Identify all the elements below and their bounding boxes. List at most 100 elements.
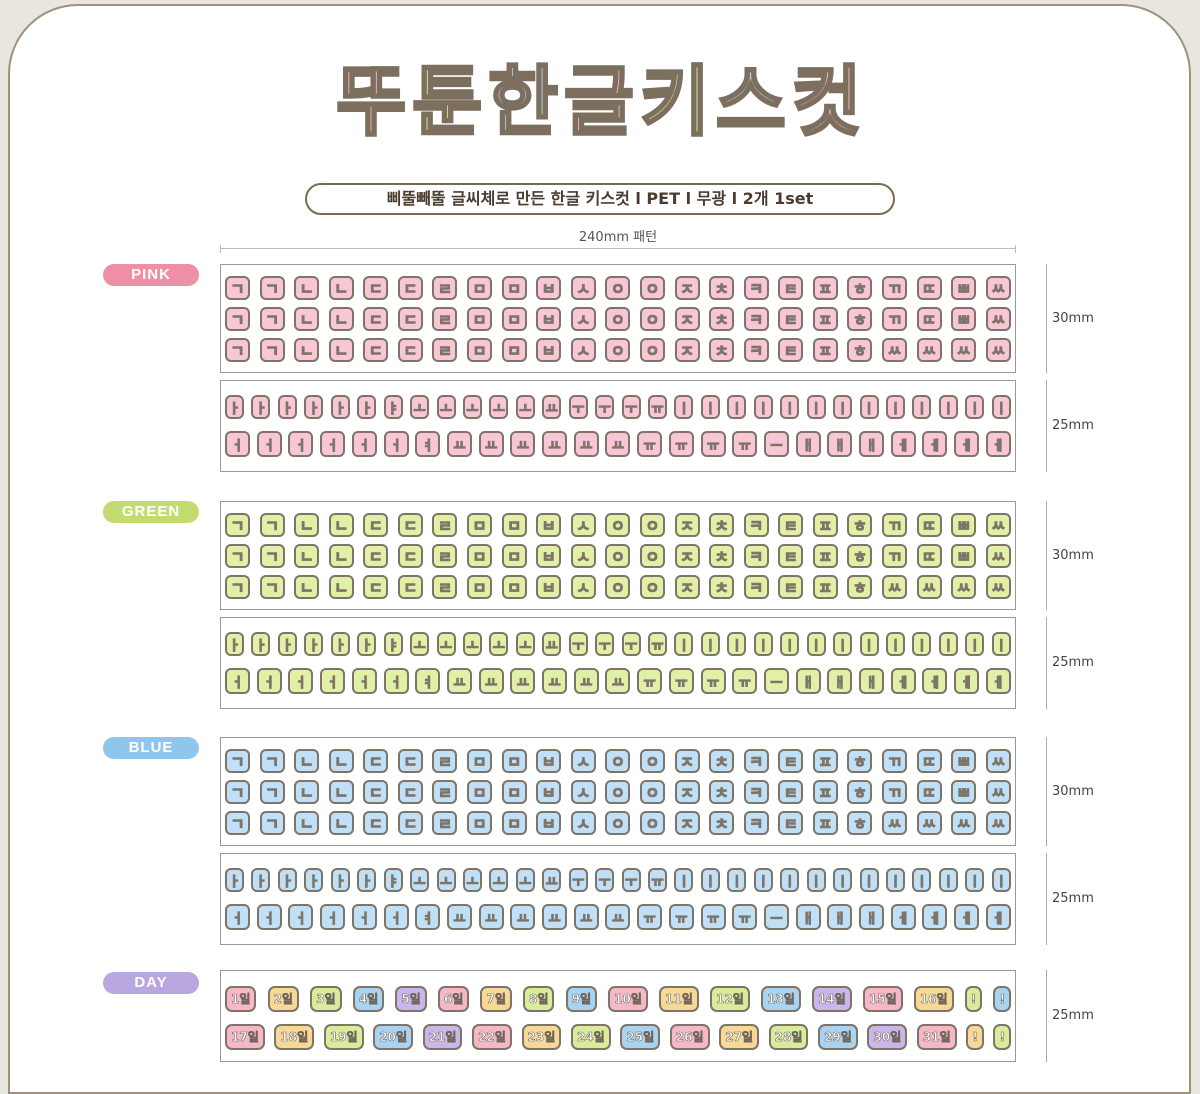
- letter-sticker[interactable]: ㄴ: [294, 749, 320, 773]
- letter-sticker[interactable]: ㅅ: [570, 338, 596, 362]
- letter-sticker[interactable]: ㄷ: [363, 544, 389, 568]
- letter-sticker[interactable]: ㅛ: [605, 431, 631, 457]
- letter-sticker[interactable]: ㅗ: [515, 395, 535, 419]
- letter-sticker[interactable]: ㅆ: [916, 338, 942, 362]
- letter-sticker[interactable]: ㅑ: [383, 395, 403, 419]
- letter-sticker[interactable]: ㅐ: [859, 431, 885, 457]
- letter-sticker[interactable]: ㄴ: [328, 780, 354, 804]
- letter-sticker[interactable]: ㅣ: [700, 395, 720, 419]
- letter-sticker[interactable]: ㅎ: [847, 575, 873, 599]
- letter-sticker[interactable]: ㅣ: [965, 868, 985, 892]
- letter-sticker[interactable]: ㄱ: [259, 513, 285, 537]
- letter-sticker[interactable]: ㅛ: [573, 904, 599, 930]
- letter-sticker[interactable]: ㅊ: [709, 276, 735, 300]
- letter-sticker[interactable]: ㅌ: [778, 811, 804, 835]
- letter-sticker[interactable]: ㅠ: [700, 904, 726, 930]
- letter-sticker[interactable]: ㄱ: [259, 338, 285, 362]
- letter-sticker[interactable]: ㅆ: [985, 513, 1011, 537]
- letter-sticker[interactable]: ㄹ: [432, 307, 458, 331]
- letter-sticker[interactable]: ㅕ: [415, 431, 441, 457]
- letter-sticker[interactable]: ㅅ: [570, 276, 596, 300]
- letter-sticker[interactable]: ㅔ: [922, 904, 948, 930]
- letter-sticker[interactable]: ㅁ: [467, 811, 493, 835]
- letter-sticker[interactable]: ㅓ: [351, 668, 377, 694]
- letter-sticker[interactable]: ㅜ: [621, 868, 641, 892]
- day-sticker[interactable]: 21일: [422, 1024, 463, 1050]
- letter-sticker[interactable]: ㅔ: [985, 668, 1011, 694]
- letter-sticker[interactable]: ㅈ: [674, 513, 700, 537]
- letter-sticker[interactable]: ㅆ: [985, 780, 1011, 804]
- letter-sticker[interactable]: ㅆ: [985, 811, 1011, 835]
- letter-sticker[interactable]: ㅑ: [383, 868, 403, 892]
- letter-sticker[interactable]: ㅣ: [859, 632, 879, 656]
- letter-sticker[interactable]: ㄷ: [363, 338, 389, 362]
- letter-sticker[interactable]: ㄲ: [881, 276, 907, 300]
- letter-sticker[interactable]: ㅠ: [732, 431, 758, 457]
- letter-sticker[interactable]: ㅠ: [637, 431, 663, 457]
- letter-sticker[interactable]: ㅎ: [847, 780, 873, 804]
- letter-sticker[interactable]: ㅇ: [639, 307, 665, 331]
- letter-sticker[interactable]: ㅁ: [501, 513, 527, 537]
- letter-sticker[interactable]: ㅔ: [922, 668, 948, 694]
- letter-sticker[interactable]: ㅇ: [639, 544, 665, 568]
- letter-sticker[interactable]: ㅌ: [778, 276, 804, 300]
- letter-sticker[interactable]: ㅃ: [951, 749, 977, 773]
- letter-sticker[interactable]: ㅋ: [743, 811, 769, 835]
- letter-sticker[interactable]: ㄷ: [363, 575, 389, 599]
- letter-sticker[interactable]: ㅏ: [357, 868, 377, 892]
- letter-sticker[interactable]: ㅆ: [916, 811, 942, 835]
- letter-sticker[interactable]: ㄴ: [294, 307, 320, 331]
- letter-sticker[interactable]: ㅎ: [847, 544, 873, 568]
- letter-sticker[interactable]: ㅓ: [383, 431, 409, 457]
- letter-sticker[interactable]: ㅇ: [605, 307, 631, 331]
- letter-sticker[interactable]: ㄴ: [328, 338, 354, 362]
- letter-sticker[interactable]: ㅍ: [812, 276, 838, 300]
- letter-sticker[interactable]: ㄴ: [328, 575, 354, 599]
- letter-sticker[interactable]: ㅆ: [985, 749, 1011, 773]
- letter-sticker[interactable]: ㅛ: [446, 431, 472, 457]
- letter-sticker[interactable]: ㅗ: [410, 395, 430, 419]
- letter-sticker[interactable]: ㅗ: [410, 868, 430, 892]
- letter-sticker[interactable]: ㅅ: [570, 811, 596, 835]
- letter-sticker[interactable]: ㅛ: [542, 668, 568, 694]
- letter-sticker[interactable]: ㅅ: [570, 780, 596, 804]
- letter-sticker[interactable]: ㅓ: [288, 668, 314, 694]
- letter-sticker[interactable]: ㅠ: [668, 668, 694, 694]
- letter-sticker[interactable]: ㅁ: [501, 780, 527, 804]
- letter-sticker[interactable]: ㅆ: [951, 811, 977, 835]
- letter-sticker[interactable]: ㅓ: [288, 904, 314, 930]
- day-sticker[interactable]: 30일: [867, 1024, 908, 1050]
- letter-sticker[interactable]: ㄴ: [294, 575, 320, 599]
- letter-sticker[interactable]: ㅠ: [732, 904, 758, 930]
- letter-sticker[interactable]: ㅆ: [881, 811, 907, 835]
- letter-sticker[interactable]: ㄷ: [397, 811, 423, 835]
- day-sticker[interactable]: 4일: [352, 986, 385, 1012]
- letter-sticker[interactable]: ㄸ: [916, 749, 942, 773]
- letter-sticker[interactable]: ㅏ: [357, 395, 377, 419]
- day-sticker[interactable]: 27일: [719, 1024, 759, 1050]
- letter-sticker[interactable]: ㅛ: [573, 668, 599, 694]
- letter-sticker[interactable]: ㅆ: [951, 575, 977, 599]
- letter-sticker[interactable]: ㅂ: [536, 749, 562, 773]
- letter-sticker[interactable]: ㅏ: [304, 395, 324, 419]
- letter-sticker[interactable]: ㅏ: [330, 868, 350, 892]
- letter-sticker[interactable]: ㅏ: [251, 868, 271, 892]
- letter-sticker[interactable]: ㅂ: [536, 513, 562, 537]
- letter-sticker[interactable]: ㅛ: [446, 904, 472, 930]
- letter-sticker[interactable]: ㅆ: [951, 338, 977, 362]
- letter-sticker[interactable]: ㅔ: [954, 431, 980, 457]
- letter-sticker[interactable]: ㅣ: [912, 632, 932, 656]
- letter-sticker[interactable]: ㅁ: [467, 338, 493, 362]
- letter-sticker[interactable]: ㅁ: [501, 276, 527, 300]
- letter-sticker[interactable]: ㅔ: [922, 431, 948, 457]
- letter-sticker[interactable]: ㅣ: [674, 868, 694, 892]
- letter-sticker[interactable]: ㅓ: [320, 904, 346, 930]
- letter-sticker[interactable]: ㅁ: [467, 513, 493, 537]
- letter-sticker[interactable]: ㄷ: [397, 749, 423, 773]
- letter-sticker[interactable]: ㅛ: [478, 668, 504, 694]
- letter-sticker[interactable]: ㅍ: [812, 544, 838, 568]
- letter-sticker[interactable]: ㄴ: [328, 276, 354, 300]
- letter-sticker[interactable]: ㅕ: [415, 668, 441, 694]
- letter-sticker[interactable]: ㄷ: [397, 575, 423, 599]
- letter-sticker[interactable]: ㅇ: [605, 276, 631, 300]
